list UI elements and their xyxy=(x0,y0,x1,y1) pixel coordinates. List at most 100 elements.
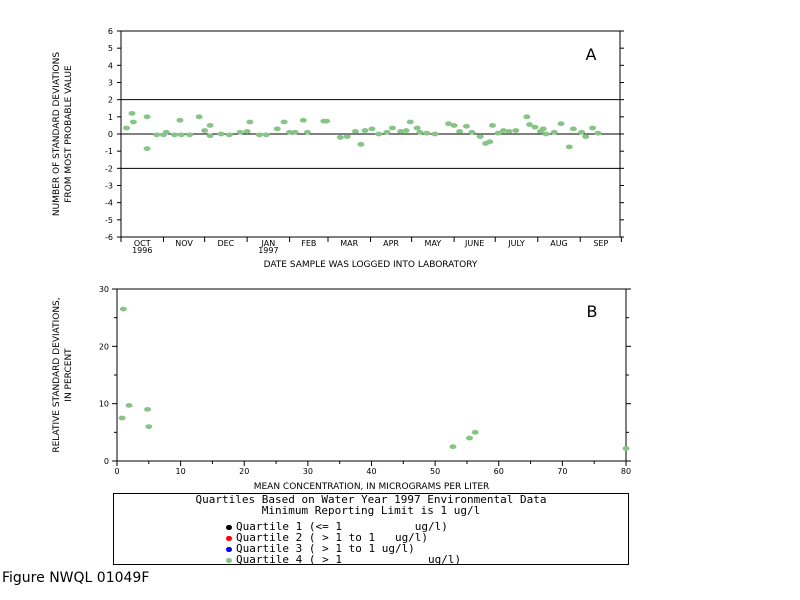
data-point xyxy=(449,444,457,450)
legend-subtitle: Minimum Reporting Limit is 1 ug/l xyxy=(261,504,481,517)
y-tick-label: 10 xyxy=(99,400,109,409)
x-tick-label: 50 xyxy=(430,467,440,476)
plot-frame xyxy=(116,288,627,462)
panel-label: B xyxy=(587,302,598,321)
x-axis-title: MEAN CONCENTRATION, IN MICROGRAMS PER LI… xyxy=(254,482,490,492)
data-point xyxy=(361,128,369,133)
data-point xyxy=(129,119,137,125)
data-point xyxy=(505,129,513,134)
year-label: 1996 xyxy=(132,246,152,255)
data-point xyxy=(462,123,470,129)
data-point xyxy=(512,128,520,133)
data-point xyxy=(186,132,194,138)
x-tick-label: MAY xyxy=(425,239,442,248)
x-tick-label: JULY xyxy=(507,239,525,248)
data-point xyxy=(494,130,502,136)
data-point xyxy=(243,129,251,134)
panel-a-chart: -6 -5 -4 -3 -2 -1 0 1 2 3 4 5 6 OCT NOV DEC JAN FEB MAR APR… xyxy=(52,27,624,270)
x-tick-label: APR xyxy=(383,239,399,248)
data-point xyxy=(262,132,270,138)
data-point xyxy=(143,114,151,120)
data-point xyxy=(170,132,178,138)
y-tick-label: 0 xyxy=(108,130,113,139)
data-point xyxy=(280,119,288,125)
x-tick-label: JUNE xyxy=(464,239,484,248)
y-tick-label: 6 xyxy=(108,27,113,36)
data-point xyxy=(622,445,630,451)
data-point xyxy=(246,119,254,125)
data-point xyxy=(153,132,161,138)
legend-marker xyxy=(226,524,232,530)
x-tick-label: OCT xyxy=(134,239,151,248)
legend-label: Quartile 4 ( > 1 ug/l) xyxy=(236,553,462,566)
data-point xyxy=(486,139,494,145)
data-point xyxy=(176,117,184,123)
x-tick-label: 60 xyxy=(494,467,504,476)
x-tick-label: 20 xyxy=(239,467,249,476)
data-point xyxy=(128,111,136,116)
data-point xyxy=(550,129,558,135)
y-tick-label: 1 xyxy=(108,113,113,122)
data-point xyxy=(489,123,497,128)
data-point xyxy=(450,123,458,128)
y-tick-label: -4 xyxy=(105,199,113,208)
data-point xyxy=(542,131,550,137)
data-point xyxy=(225,132,233,138)
x-axis-title: DATE SAMPLE WAS LOGGED INTO LABORATORY xyxy=(264,260,478,270)
data-point xyxy=(125,402,133,408)
x-tick-label: 40 xyxy=(366,467,376,476)
panel-b-chart: 0 10 20 30 40 50 60 70 80 0 10 20 30 MEAN CONCENTRATI… xyxy=(52,285,631,492)
y-axis-title-line2: FROM MOST PROBABLE VALUE xyxy=(64,65,74,203)
year-label: 1997 xyxy=(258,246,278,255)
data-point xyxy=(445,121,453,127)
data-point xyxy=(118,415,126,421)
figure-label: Figure NWQL 01049F xyxy=(2,570,150,586)
data-point xyxy=(336,135,344,140)
data-point xyxy=(122,125,130,131)
legend-title: Quartiles Based on Water Year 1997 Envir… xyxy=(195,493,547,506)
data-point xyxy=(217,131,225,137)
data-point xyxy=(539,126,547,132)
data-point xyxy=(471,429,479,435)
panel-label: A xyxy=(586,45,597,64)
data-point xyxy=(416,129,424,135)
legend-item-quartile-2: Quartile 2 ( > 1 to 1 ug/l) xyxy=(226,532,428,543)
y-tick-label: 2 xyxy=(108,96,113,105)
data-point xyxy=(589,125,597,131)
data-point xyxy=(397,129,405,134)
data-point xyxy=(375,131,383,137)
data-point xyxy=(273,126,281,132)
data-point xyxy=(303,129,311,135)
y-tick-label: 30 xyxy=(99,285,109,294)
data-point xyxy=(201,128,209,133)
x-tick-label: 80 xyxy=(621,467,631,476)
x-tick-label: AUG xyxy=(550,239,568,248)
data-point xyxy=(286,129,294,135)
x-tick-label: MAR xyxy=(340,239,358,248)
data-point xyxy=(413,125,421,131)
data-point xyxy=(119,306,127,312)
data-point xyxy=(402,128,410,133)
y-axis-title-line2: IN PERCENT xyxy=(64,348,74,402)
data-point xyxy=(195,114,203,120)
y-tick-label: -5 xyxy=(105,216,113,225)
y-tick-label: 0 xyxy=(104,457,109,466)
x-tick-label: 0 xyxy=(114,467,119,476)
x-tick-label: JAN xyxy=(261,239,276,248)
data-point xyxy=(323,118,331,124)
data-point xyxy=(351,129,359,134)
data-point xyxy=(582,134,590,139)
data-point xyxy=(578,129,586,135)
data-point xyxy=(499,128,507,133)
legend-box: Quartiles Based on Water Year 1997 Envir… xyxy=(113,493,629,565)
x-tick-label: SEP xyxy=(593,239,608,248)
data-point xyxy=(236,129,244,135)
data-point xyxy=(594,130,602,136)
data-point xyxy=(383,129,391,135)
y-axis-title: RELATIVE STANDARD DEVIATIONS, xyxy=(52,297,62,452)
data-point xyxy=(291,129,299,135)
data-point xyxy=(523,114,531,120)
data-point xyxy=(145,424,153,429)
legend-label: Quartile 2 ( > 1 to 1 ug/l) xyxy=(236,531,429,544)
